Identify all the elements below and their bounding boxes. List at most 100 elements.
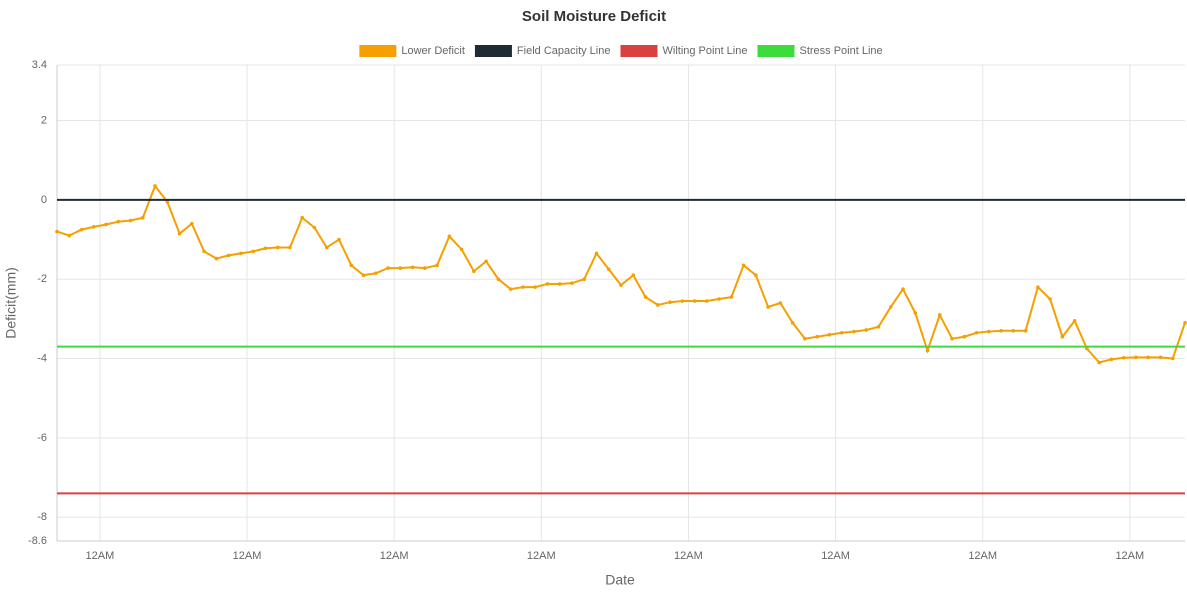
data-point	[1170, 356, 1175, 361]
data-point	[888, 305, 893, 309]
data-point	[67, 233, 72, 238]
data-point	[839, 330, 844, 335]
y-tick-label: -2	[37, 273, 47, 285]
data-point	[582, 277, 587, 282]
y-tick-label: -8.6	[28, 535, 47, 547]
data-point	[104, 222, 108, 227]
x-tick-label: 12AM	[968, 550, 997, 562]
data-point	[606, 267, 611, 272]
x-tick-label: 12AM	[821, 550, 850, 562]
legend-swatch	[620, 45, 658, 57]
data-point	[508, 287, 513, 291]
data-point	[521, 285, 525, 289]
x-tick-label: 12AM	[380, 550, 409, 562]
legend: Lower Deficit Field Capacity Line Wilting …	[359, 45, 883, 57]
data-point	[263, 246, 268, 251]
y-tick-label: 3.4	[32, 59, 47, 71]
data-point	[226, 253, 231, 258]
data-point	[312, 225, 317, 230]
data-point	[533, 285, 537, 289]
data-point	[766, 305, 770, 309]
data-point	[202, 249, 206, 254]
data-point	[91, 225, 96, 229]
data-point	[337, 237, 341, 242]
legend-swatch	[359, 45, 397, 57]
data-point	[214, 256, 219, 261]
legend-label: Stress Point Line	[799, 45, 882, 57]
data-point	[950, 336, 954, 341]
data-point	[1048, 297, 1052, 301]
data-point	[386, 266, 390, 270]
data-point	[177, 231, 182, 236]
y-axis-label: Deficit(mm)	[3, 267, 19, 339]
y-tick-label: 0	[41, 194, 47, 206]
data-point	[361, 273, 366, 278]
data-point	[729, 295, 734, 299]
data-point	[741, 263, 746, 268]
legend-label: Lower Deficit	[401, 45, 465, 57]
data-point	[999, 328, 1003, 333]
data-point	[116, 219, 121, 224]
data-point	[754, 273, 758, 278]
data-point	[128, 218, 133, 223]
data-point	[1121, 355, 1126, 360]
data-point	[239, 251, 243, 256]
data-point	[496, 277, 501, 282]
data-point	[410, 265, 415, 270]
data-point	[153, 184, 157, 188]
data-point	[1036, 285, 1040, 289]
series-line	[56, 183, 1186, 364]
x-tick-label: 12AM	[527, 550, 556, 562]
data-point	[423, 266, 427, 270]
data-point	[459, 247, 464, 252]
data-point	[827, 332, 832, 337]
data-point	[987, 329, 991, 334]
data-point	[373, 271, 378, 276]
data-point	[570, 281, 574, 285]
data-point	[545, 282, 550, 286]
data-point	[803, 336, 807, 341]
data-point	[692, 299, 697, 303]
data-point	[962, 334, 967, 339]
data-point	[655, 303, 660, 307]
y-tick-label: -6	[37, 432, 47, 444]
y-tick-label: -4	[37, 352, 47, 364]
data-point	[717, 297, 721, 301]
data-point	[864, 328, 869, 332]
x-axis-label: Date	[605, 572, 635, 588]
data-point	[1146, 355, 1151, 360]
data-point	[876, 325, 881, 329]
data-point	[557, 282, 562, 286]
data-point	[778, 301, 783, 305]
legend-label: Field Capacity Line	[517, 45, 611, 57]
data-point	[435, 263, 439, 268]
data-point	[790, 321, 795, 325]
legend-label: Wilting Point Line	[662, 45, 747, 57]
x-tick-label: 12AM	[674, 550, 703, 562]
data-point	[251, 249, 255, 254]
y-tick-label: -8	[37, 511, 47, 523]
data-point	[925, 348, 930, 353]
data-point	[1183, 321, 1187, 325]
data-point	[1158, 355, 1163, 360]
data-point	[349, 263, 354, 268]
data-point	[472, 269, 476, 274]
data-point	[141, 215, 145, 220]
data-point	[619, 283, 623, 287]
x-tick-label: 12AM	[233, 550, 262, 562]
data-point	[913, 311, 918, 315]
data-point	[1011, 328, 1016, 333]
data-point	[398, 266, 403, 270]
data-point	[275, 245, 280, 250]
data-point	[1072, 319, 1077, 323]
data-point	[631, 273, 636, 278]
data-point	[1085, 346, 1089, 351]
data-point	[165, 200, 170, 204]
data-point	[937, 313, 942, 317]
data-point	[1109, 357, 1114, 362]
x-tick-label: 12AM	[86, 550, 115, 562]
data-point	[680, 299, 685, 303]
x-tick-label: 12AM	[1115, 550, 1144, 562]
